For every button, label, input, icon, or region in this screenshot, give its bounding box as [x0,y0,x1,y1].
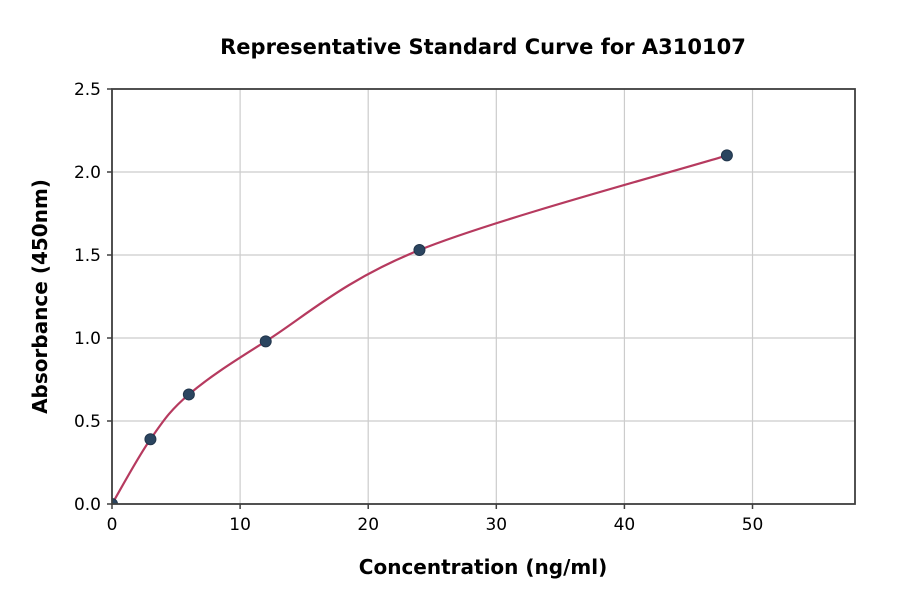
y-tick-label: 0.5 [74,412,101,432]
x-tick-label: 30 [485,515,507,535]
y-tick-label: 1.0 [74,329,101,349]
y-tick-label: 2.0 [74,163,101,183]
data-point-marker [144,433,157,446]
data-point-marker [720,149,733,162]
y-axis-label: Absorbance (450nm) [28,179,52,414]
data-point-marker [259,335,272,348]
tick-labels: 0 10 20 30 40 50 0.0 0.5 1.0 1.5 2.0 2.5 [74,80,763,535]
marker-layer [112,149,733,504]
y-tick-label: 0.0 [74,495,101,515]
data-point-marker [112,498,118,504]
gridlines [111,88,855,505]
chart-title: Representative Standard Curve for A31010… [220,35,746,59]
x-tick-label: 50 [742,515,764,535]
curve-layer [112,154,728,504]
plot-border [111,88,856,505]
data-point-marker [182,388,195,401]
data-point-marker [413,244,426,257]
y-tick-label: 1.5 [74,246,101,266]
tick-marks [107,88,754,509]
x-tick-label: 20 [357,515,379,535]
fitted-curve [112,154,728,504]
x-axis-label: Concentration (ng/ml) [359,555,607,579]
x-tick-label: 0 [107,515,118,535]
x-tick-label: 40 [614,515,636,535]
x-tick-label: 10 [229,515,251,535]
plot-area: 0 10 20 30 40 50 0.0 0.5 1.0 1.5 2.0 2.5 [74,80,856,535]
y-tick-label: 2.5 [74,80,101,100]
